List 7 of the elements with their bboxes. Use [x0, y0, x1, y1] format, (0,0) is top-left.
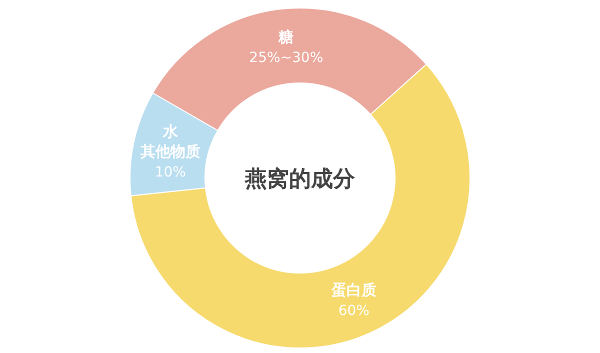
data-label: 25%~30% [249, 50, 324, 66]
data-label: 10% [154, 164, 186, 180]
slice-label: 蛋白质 [330, 281, 376, 300]
slice-label: 糖 [278, 28, 294, 46]
text: 燕窝的成分 [244, 166, 356, 192]
data-label: 60% [338, 303, 370, 320]
slice-label: 水其他物质 [139, 122, 200, 160]
